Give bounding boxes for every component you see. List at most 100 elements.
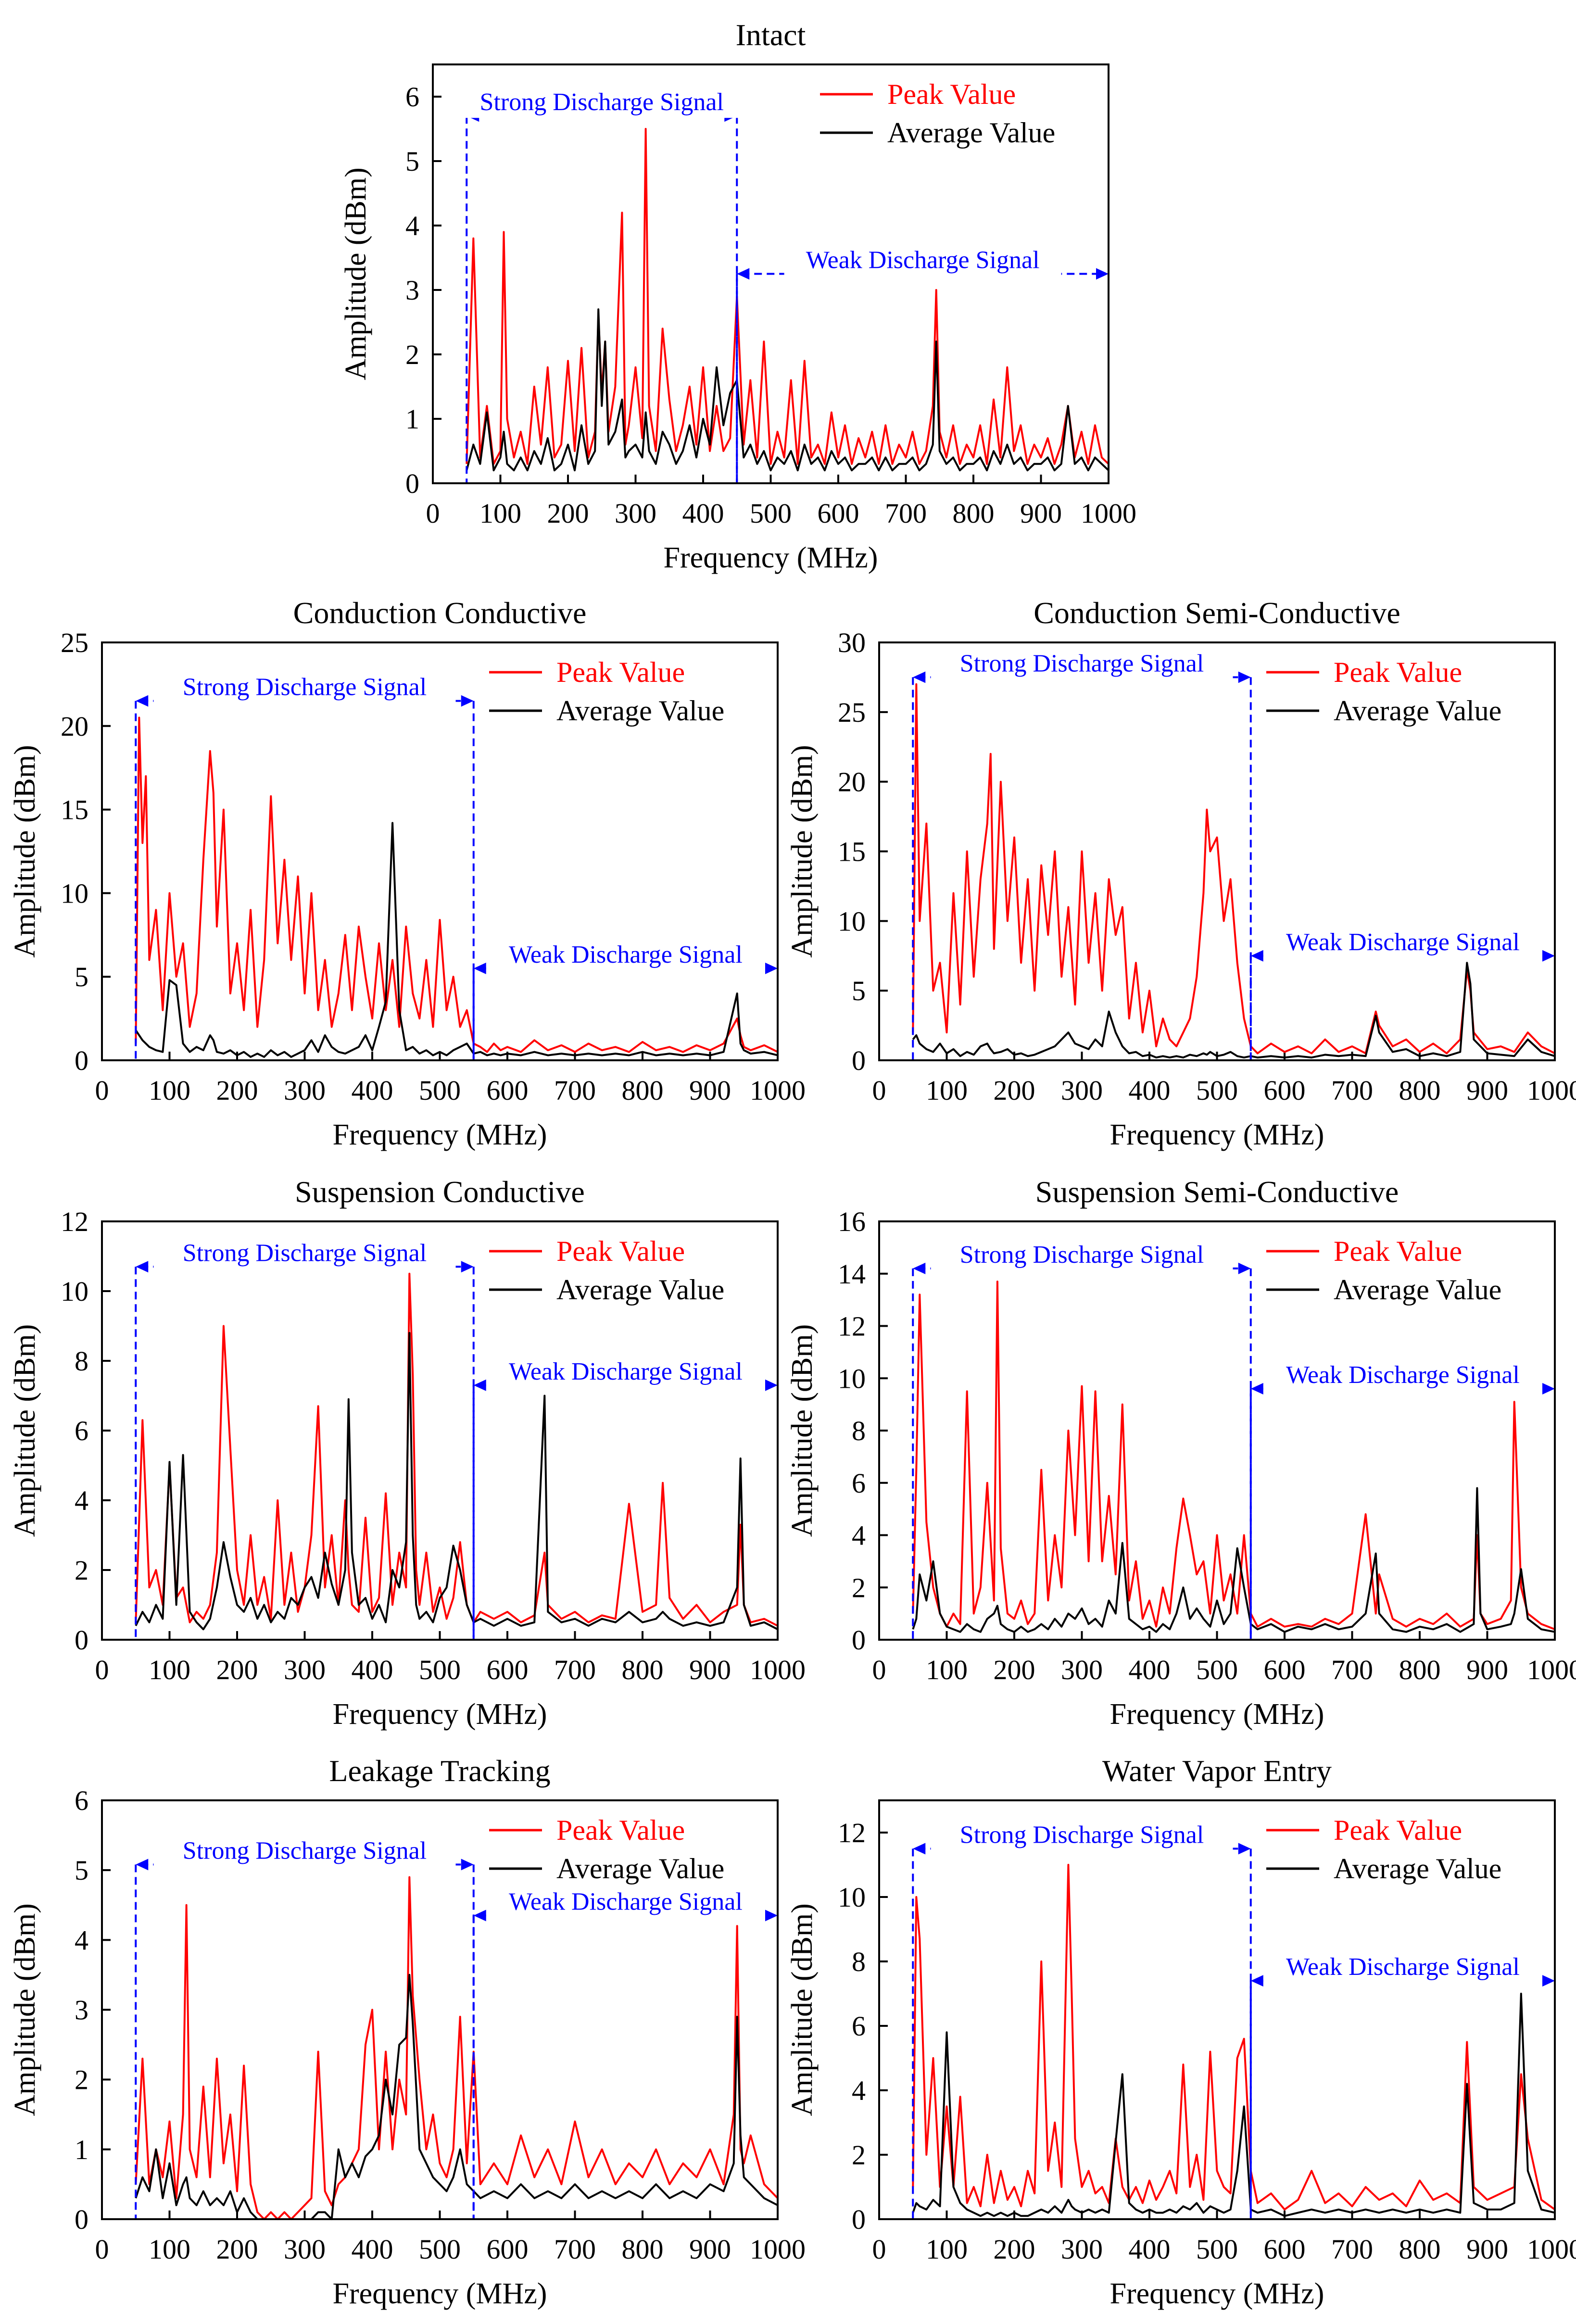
legend-peak-label: Peak Value bbox=[1334, 1814, 1462, 1846]
average-value-line bbox=[912, 1487, 1555, 1633]
y-tick-label: 8 bbox=[852, 1946, 866, 1977]
y-tick-label: 0 bbox=[852, 2204, 866, 2235]
annotation-label-background bbox=[1264, 1366, 1541, 1391]
legend-average-label: Average Value bbox=[556, 695, 724, 727]
strong-discharge-annotation: Strong Discharge Signal bbox=[451, 88, 753, 483]
y-axis-label: Amplitude (dBm) bbox=[9, 745, 41, 958]
x-tick-label: 1000 bbox=[750, 2234, 806, 2265]
x-tick-label: 700 bbox=[554, 1654, 596, 1685]
x-tick-label: 900 bbox=[1466, 1075, 1508, 1106]
x-tick-label: 600 bbox=[818, 498, 859, 529]
peak-value-line bbox=[912, 1281, 1555, 1631]
x-tick-label: 600 bbox=[1264, 2234, 1306, 2265]
x-axis-label: Frequency (MHz) bbox=[1110, 1118, 1324, 1151]
annotation-arrowhead-right bbox=[1238, 671, 1251, 683]
annotation-label-background bbox=[153, 1841, 456, 1867]
y-tick-label: 14 bbox=[838, 1258, 866, 1290]
y-axis-label: Amplitude (dBm) bbox=[9, 1903, 41, 2116]
chart-title: Intact bbox=[736, 18, 806, 52]
x-tick-label: 500 bbox=[1196, 1075, 1238, 1106]
legend: Peak Value Average Value bbox=[1266, 656, 1501, 727]
y-tick-label: 10 bbox=[838, 1363, 866, 1394]
annotation-arrowhead-left bbox=[136, 1261, 149, 1273]
plot-frame bbox=[101, 1799, 779, 2220]
x-tick-label: 200 bbox=[994, 2234, 1035, 2265]
peak-value-line bbox=[912, 1864, 1556, 2211]
x-tick-label: 500 bbox=[1196, 1654, 1238, 1685]
y-tick-label: 10 bbox=[838, 1882, 866, 1913]
y-tick-label: 0 bbox=[75, 2204, 88, 2235]
x-tick-label: 300 bbox=[615, 498, 656, 529]
x-tick-label: 700 bbox=[1331, 1075, 1373, 1106]
peak-value-line bbox=[135, 1876, 779, 2220]
x-tick-label: 200 bbox=[994, 1075, 1035, 1106]
x-tick-label: 300 bbox=[1061, 1075, 1103, 1106]
x-tick-label: 200 bbox=[216, 1075, 258, 1106]
x-tick-label: 1000 bbox=[1081, 498, 1136, 529]
x-tick-label: 0 bbox=[872, 1075, 886, 1106]
strong-discharge-annotation: Strong Discharge Signal bbox=[912, 1241, 1252, 1640]
x-tick-label: 600 bbox=[1264, 1654, 1306, 1685]
y-tick-label: 20 bbox=[838, 766, 866, 798]
y-tick-label: 5 bbox=[75, 1855, 88, 1886]
annotation-arrowhead-left bbox=[473, 1909, 486, 1922]
annotation-arrowhead-right bbox=[765, 1379, 778, 1391]
x-tick-label: 100 bbox=[149, 2234, 190, 2265]
y-axis-label: Amplitude (dBm) bbox=[786, 1324, 819, 1537]
peak-value-line bbox=[135, 1272, 778, 1627]
x-tick-label: 200 bbox=[216, 2234, 258, 2265]
annotation-label-background bbox=[487, 1892, 764, 1918]
legend-average-label: Average Value bbox=[556, 1274, 724, 1306]
x-tick-label: 0 bbox=[95, 1654, 109, 1685]
annotation-label: Strong Discharge Signal bbox=[183, 1837, 427, 1865]
chart-title: Water Vapor Entry bbox=[1102, 1754, 1332, 1788]
y-tick-label: 12 bbox=[838, 1311, 866, 1342]
y-tick-label: 8 bbox=[852, 1415, 866, 1446]
y-tick-label: 2 bbox=[75, 1555, 88, 1586]
x-tick-label: 500 bbox=[1196, 2234, 1238, 2265]
legend-average-label: Average Value bbox=[1334, 1274, 1501, 1306]
y-tick-label: 6 bbox=[852, 1468, 866, 1499]
annotation-label-background bbox=[487, 945, 764, 970]
legend-peak-label: Peak Value bbox=[1334, 1235, 1462, 1267]
x-tick-label: 700 bbox=[554, 2234, 596, 2265]
plot-frame bbox=[101, 641, 779, 1061]
annotation-arrowhead-left bbox=[913, 671, 926, 683]
x-tick-label: 100 bbox=[479, 498, 521, 529]
chart-panel-5: Suspension Semi-Conductive Frequency (MHz… bbox=[786, 1175, 1576, 1731]
average-value-line bbox=[135, 822, 778, 1058]
x-axis-label: Frequency (MHz) bbox=[333, 2277, 547, 2310]
annotation-arrowhead-left bbox=[136, 1859, 149, 1871]
peak-value-line bbox=[466, 128, 1110, 465]
x-tick-label: 200 bbox=[547, 498, 589, 529]
annotation-arrowhead-right bbox=[1238, 1843, 1251, 1855]
y-tick-label: 16 bbox=[838, 1206, 866, 1237]
chart-panel-4: Suspension Conductive Frequency (MHz) Ampl… bbox=[9, 1175, 806, 1731]
chart-panel-1: Intact Frequency (MHz) Amplitude (dBm) 0 100… bbox=[340, 18, 1136, 574]
annotation-label-background bbox=[784, 251, 1061, 276]
annotation-arrowhead-right bbox=[1096, 268, 1109, 280]
x-tick-label: 900 bbox=[1466, 2234, 1508, 2265]
x-tick-label: 900 bbox=[689, 1654, 731, 1685]
annotation-arrowhead-right bbox=[461, 1859, 474, 1871]
x-tick-label: 0 bbox=[426, 498, 440, 529]
x-tick-label: 200 bbox=[216, 1654, 258, 1685]
x-tick-label: 100 bbox=[926, 1654, 968, 1685]
legend: Peak Value Average Value bbox=[1266, 1814, 1501, 1884]
y-axis-label: Amplitude (dBm) bbox=[340, 167, 372, 380]
annotation-arrowhead-right bbox=[765, 962, 778, 974]
x-tick-label: 400 bbox=[682, 498, 724, 529]
plot-frame bbox=[878, 1220, 1556, 1641]
y-tick-label: 12 bbox=[61, 1206, 88, 1237]
annotation-label-background bbox=[931, 1245, 1233, 1270]
weak-discharge-annotation: Weak Discharge Signal bbox=[472, 1358, 779, 1640]
y-tick-label: 6 bbox=[405, 81, 419, 113]
annotation-arrowhead-right bbox=[765, 1909, 778, 1922]
annotation-label: Strong Discharge Signal bbox=[960, 1822, 1204, 1849]
legend-average-label: Average Value bbox=[1334, 1853, 1501, 1884]
annotation-label: Strong Discharge Signal bbox=[183, 674, 427, 701]
x-tick-label: 800 bbox=[1399, 2234, 1441, 2265]
y-tick-label: 3 bbox=[405, 275, 419, 306]
average-value-line bbox=[912, 962, 1555, 1059]
y-tick-label: 3 bbox=[75, 1995, 88, 2026]
